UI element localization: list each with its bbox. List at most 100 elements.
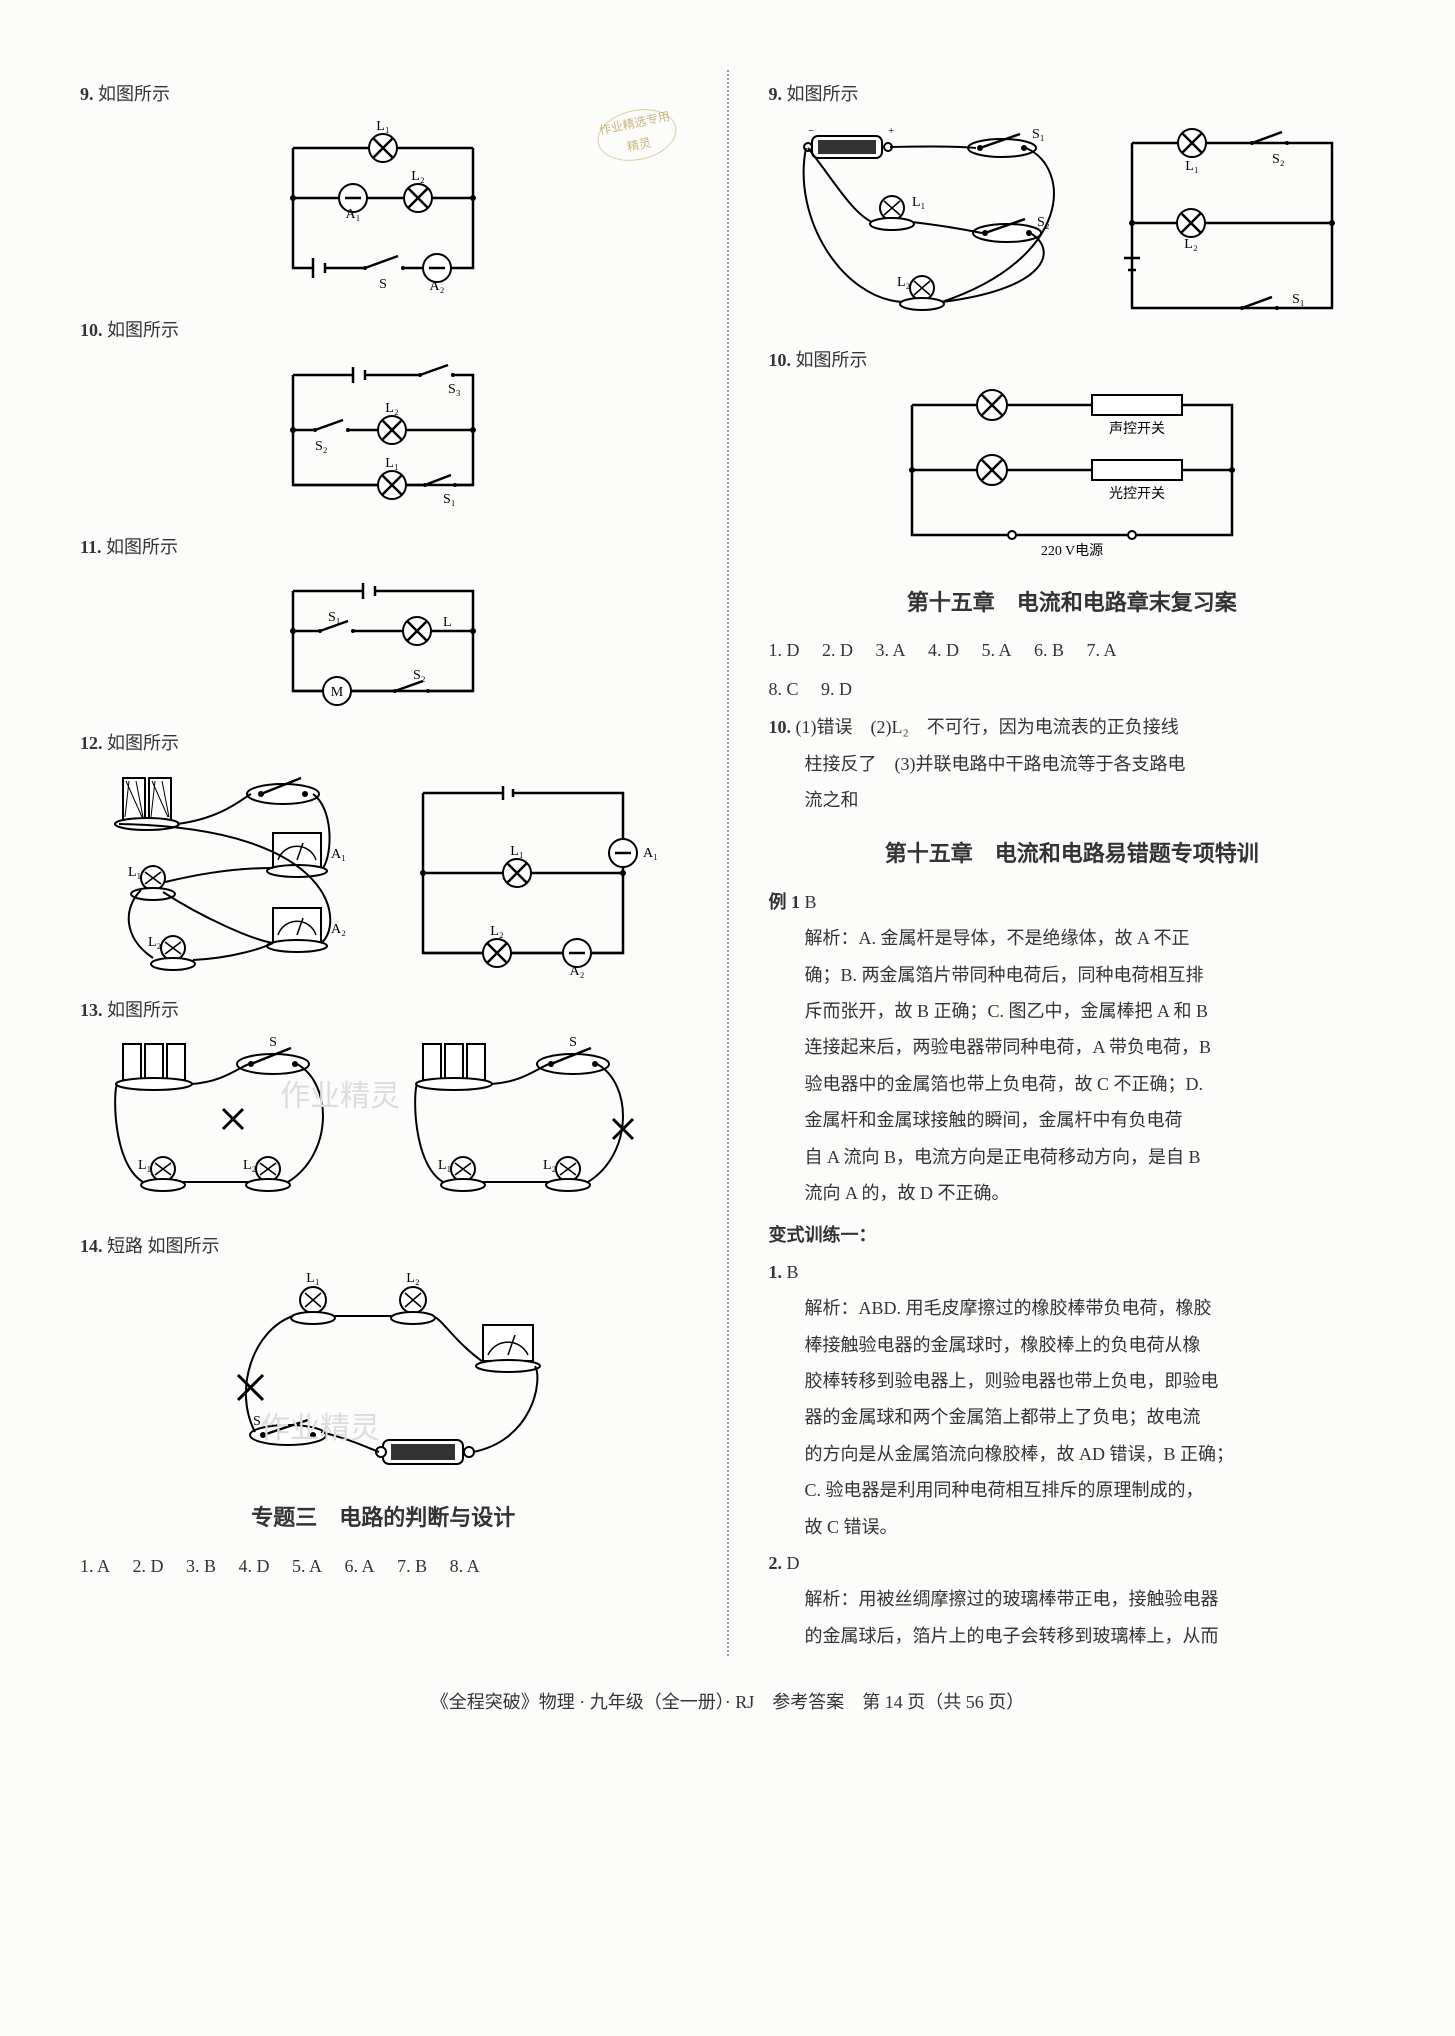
ans: 3. A	[876, 640, 906, 660]
para: 金属杆和金属球接触的瞬间，金属杆中有负电荷	[769, 1104, 1376, 1136]
svg-text:+: +	[888, 125, 894, 137]
ans: 5. A	[982, 640, 1012, 660]
variation-title: 变式训练一：	[769, 1219, 1376, 1251]
svg-text:L₂: L₂	[1184, 237, 1198, 252]
sec15-answers-1: 1. D 2. D 3. A 4. D 5. A 6. B 7. A	[769, 634, 1376, 666]
svg-text:L₂: L₂	[148, 935, 162, 950]
para: 的金属球后，箔片上的电子会转移到玻璃棒上，从而	[769, 1620, 1376, 1652]
para: 解析：ABD. 用毛皮摩擦过的橡胶棒带负电荷，橡胶	[769, 1292, 1376, 1324]
left-q11-text: 如图所示	[106, 537, 178, 557]
text: 柱接反了 (3)并联电路中干路电流等于各支路电	[769, 748, 1376, 780]
svg-text:L₂: L₂	[897, 275, 911, 290]
ans: 9. D	[821, 679, 852, 699]
left-q14: 14. 短路 如图所示	[80, 1230, 687, 1262]
left-q10-diagram: S₃ S₂ L₂ L₁ S₁	[80, 355, 687, 515]
ans: 6. B	[1034, 640, 1064, 660]
svg-text:A₂: A₂	[331, 922, 346, 937]
svg-text:S₃: S₃	[448, 382, 461, 397]
ex1: 例 1 B	[769, 886, 1376, 918]
ans: 7. B	[397, 1556, 427, 1576]
ex1-label: 例 1	[769, 892, 801, 912]
para: 器的金属球和两个金属箔上都带上了负电；故电流	[769, 1401, 1376, 1433]
left-q11: 11. 如图所示	[80, 531, 687, 563]
sound-switch-label: 声控开关	[1109, 421, 1165, 437]
left-column: 作业精选专用 精灵 9. 如图所示 L₁ A₁ L₂	[80, 70, 687, 1656]
topic3-answers: 1. A 2. D 3. B 4. D 5. A 6. A 7. B 8. A	[80, 1550, 687, 1582]
left-q11-diagram: S₁ L M S₂	[80, 571, 687, 711]
ans: 8. C	[769, 679, 799, 699]
svg-text:L₂: L₂	[407, 1271, 421, 1286]
ex1-answer: B	[805, 892, 817, 912]
para: 故 C 错误。	[769, 1511, 1376, 1543]
para: 解析：A. 金属杆是导体，不是绝缘体，故 A 不正	[769, 922, 1376, 954]
ans: 4. D	[928, 640, 959, 660]
v1-answer: B	[787, 1262, 799, 1282]
sec15-review-title: 第十五章 电流和电路章末复习案	[769, 583, 1376, 623]
svg-text:S₁: S₁	[328, 610, 341, 625]
left-q9: 9. 如图所示	[80, 78, 687, 110]
svg-text:L₂: L₂	[491, 924, 505, 939]
svg-text:L₁: L₁	[511, 844, 524, 859]
svg-text:L₁: L₁	[1185, 159, 1198, 174]
svg-text:−: −	[808, 125, 814, 137]
ans: 6. A	[345, 1556, 375, 1576]
right-q9-diagram: − + S₁ L₁ S₂	[769, 118, 1376, 328]
svg-text:A₁: A₁	[346, 207, 361, 222]
para: 流向 A 的，故 D 不正确。	[769, 1177, 1376, 1209]
svg-text:S₁: S₁	[1292, 292, 1305, 307]
svg-text:S₂: S₂	[315, 439, 328, 454]
svg-text:S: S	[379, 277, 387, 292]
para: 确；B. 两金属箔片带同种电荷后，同种电荷相互排	[769, 959, 1376, 991]
svg-text:L₁: L₁	[377, 119, 390, 134]
para: 自 A 流向 B，电流方向是正电荷移动方向，是自 B	[769, 1141, 1376, 1173]
ans: 8. A	[450, 1556, 480, 1576]
left-q13-text: 如图所示	[107, 1000, 179, 1020]
para: 验电器中的金属箔也带上负电荷，故 C 不正确；D.	[769, 1068, 1376, 1100]
svg-text:L₁: L₁	[128, 865, 141, 880]
left-q12: 12. 如图所示	[80, 727, 687, 759]
left-q13-diagram: S L₁ L₂	[80, 1034, 687, 1214]
svg-text:L₁: L₁	[438, 1158, 451, 1173]
text: (1)错误 (2)L₂ 不可行，因为电流表的正负接线	[796, 717, 1179, 737]
ans: 7. A	[1087, 640, 1117, 660]
para: 棒接触验电器的金属球时，橡胶棒上的负电荷从橡	[769, 1329, 1376, 1361]
ans: 1. D	[769, 640, 800, 660]
para: C. 验电器是利用同种电荷相互排斥的原理制成的，	[769, 1474, 1376, 1506]
column-divider	[727, 70, 729, 1656]
ans: 2. D	[133, 1556, 164, 1576]
svg-text:L₁: L₁	[307, 1271, 320, 1286]
left-q12-diagram: A₁ L₁ A₂ L₂	[80, 768, 687, 978]
ans: 5. A	[292, 1556, 322, 1576]
svg-text:L₁: L₁	[138, 1158, 151, 1173]
svg-text:L₁: L₁	[386, 456, 399, 471]
v1: 1. B	[769, 1256, 1376, 1288]
ans: 4. D	[239, 1556, 270, 1576]
v2: 2. D	[769, 1547, 1376, 1579]
para: 连接起来后，两验电器带同种电荷，A 带负电荷，B	[769, 1031, 1376, 1063]
ans: 3. B	[186, 1556, 216, 1576]
svg-text:L₂: L₂	[412, 169, 426, 184]
svg-text:S₂: S₂	[413, 668, 426, 683]
right-q9-text: 如图所示	[787, 84, 859, 104]
left-q10: 10. 如图所示	[80, 314, 687, 346]
light-switch-label: 光控开关	[1109, 486, 1165, 502]
v2-label: 2.	[769, 1553, 783, 1573]
para: 胶棒转移到验电器上，则验电器也带上负电，即验电	[769, 1365, 1376, 1397]
right-column: 9. 如图所示 − + S₁	[769, 70, 1376, 1656]
svg-text:L: L	[443, 615, 452, 630]
left-q12-text: 如图所示	[107, 733, 179, 753]
para: 解析：用被丝绸摩擦过的玻璃棒带正电，接触验电器	[769, 1583, 1376, 1615]
svg-text:A₁: A₁	[331, 847, 346, 862]
page-footer: 《全程突破》物理 · 九年级（全一册）· RJ 参考答案 第 14 页（共 56…	[80, 1686, 1375, 1718]
svg-text:S₁: S₁	[443, 492, 456, 507]
para: 的方向是从金属箔流向橡胶棒，故 AD 错误，B 正确；	[769, 1438, 1376, 1470]
svg-text:L₁: L₁	[912, 195, 925, 210]
text: 流之和	[769, 784, 1376, 816]
right-q10-text: 如图所示	[796, 350, 868, 370]
sec15-answers-2: 8. C 9. D	[769, 673, 1376, 705]
right-q9: 9. 如图所示	[769, 78, 1376, 110]
svg-text:S₂: S₂	[1272, 152, 1285, 167]
sec15-err-title: 第十五章 电流和电路易错题专项特训	[769, 834, 1376, 874]
topic3-title: 专题三 电路的判断与设计	[80, 1498, 687, 1538]
svg-text:S: S	[253, 1414, 261, 1429]
